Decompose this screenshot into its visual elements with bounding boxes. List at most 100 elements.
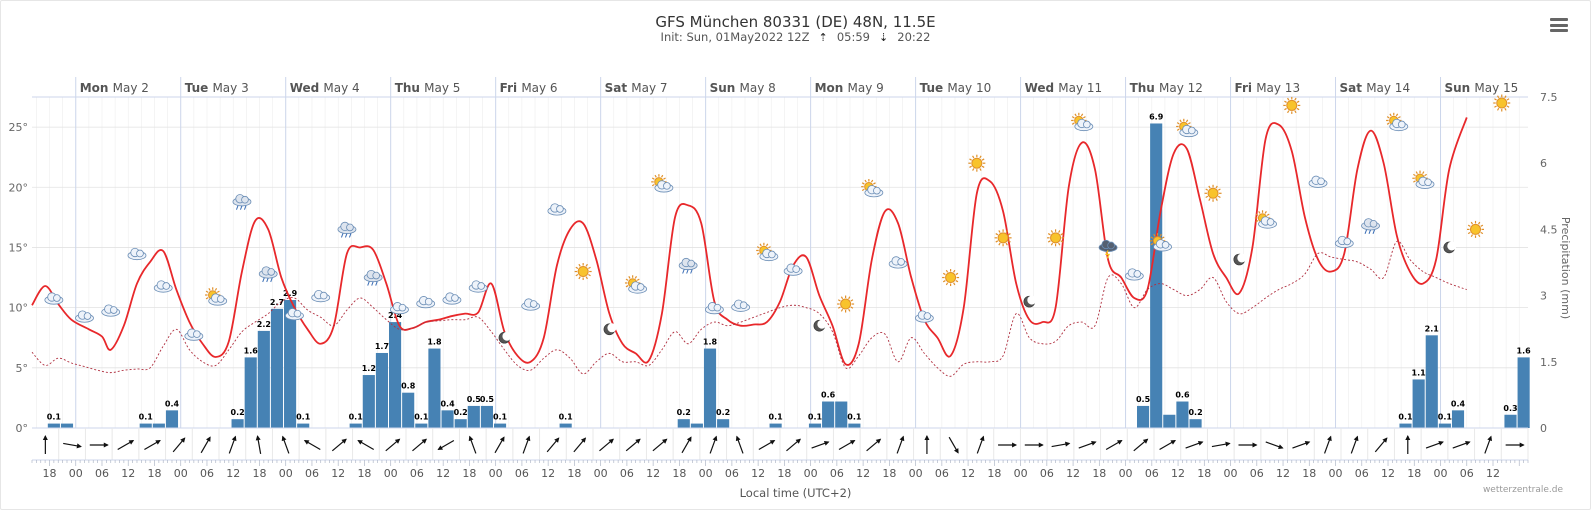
cloud-icon [547, 203, 567, 216]
precip-bar [375, 352, 389, 428]
x-tick-label: 00 [594, 467, 608, 480]
sun-ray [969, 158, 972, 161]
wind-head [1465, 440, 1471, 446]
precip-bar [493, 423, 507, 428]
x-tick-label: 12 [331, 467, 345, 480]
sun-ray [636, 278, 640, 281]
x-tick-label: 06 [725, 467, 739, 480]
wind-head [1091, 440, 1097, 446]
wind-arrow [681, 436, 692, 454]
precip-label: 1.7 [375, 342, 389, 351]
sun-ray [1058, 230, 1061, 233]
wind-head [1304, 440, 1311, 446]
sun-ray [981, 158, 985, 161]
y2-tick-label: 6 [1540, 157, 1547, 170]
precip-bar [690, 423, 703, 428]
sun-ray [634, 276, 638, 279]
moon-icon [1023, 295, 1037, 308]
wind-head [281, 435, 287, 442]
sun-ray [765, 243, 769, 247]
precip-bar [415, 423, 428, 428]
y2-tick-label: 3 [1540, 290, 1547, 303]
moon-icon [813, 319, 827, 332]
chart-subtitle: Init: Sun, 01May2022 12Z ⇡ 05:59 ⇣ 20:22 [0, 30, 1591, 44]
x-tick-label: 00 [69, 467, 83, 480]
x-tick-label: 06 [515, 467, 529, 480]
sun-ray [870, 179, 874, 183]
x-tick-label: 06 [1040, 467, 1054, 480]
x-tick-label: 12 [1486, 467, 1500, 480]
sun-ray [861, 182, 865, 185]
dewpoint-line [31, 240, 1467, 377]
sun-ray [1389, 113, 1392, 117]
wind-head [554, 437, 560, 443]
precip-label: 0.1 [349, 413, 364, 422]
rain-icon [232, 194, 252, 210]
precip-bar [1451, 410, 1465, 428]
sun-cloud-icon [861, 178, 884, 198]
rain-drop [262, 277, 265, 283]
x-axis-title: Local time (UTC+2) [739, 486, 852, 500]
x-tick-label: 06 [1355, 467, 1369, 480]
sun-ray [1284, 107, 1287, 111]
credits[interactable]: wetterzentrale.de [1482, 485, 1563, 495]
day-label: Sun May 8 [710, 81, 776, 95]
wind-arrow [924, 435, 930, 454]
cloud-shape [241, 195, 249, 204]
precip-label: 0.2 [677, 408, 691, 417]
sun-disc [997, 232, 1009, 244]
precip-bar [257, 330, 270, 428]
wind-head [421, 438, 428, 444]
sun-ray [1504, 95, 1507, 99]
sun-ray [1287, 110, 1290, 114]
precip-bar [349, 423, 362, 428]
menu-icon[interactable] [1550, 18, 1568, 32]
rain-drop [243, 205, 247, 210]
precip-bar [47, 423, 60, 428]
sun-ray [953, 282, 956, 286]
wind-arrow [709, 435, 718, 454]
rain-drop [266, 277, 269, 283]
sun-ray [1058, 242, 1061, 246]
sun-ray [1185, 119, 1189, 123]
x-tick-label: 06 [830, 467, 844, 480]
cloud-shape [424, 297, 433, 306]
wind-arrow [1211, 441, 1231, 448]
wind-arrow [494, 436, 505, 454]
sun-ray [1005, 242, 1008, 246]
precip-label: 0.5 [480, 395, 495, 404]
cloud-shape [739, 301, 748, 310]
sun-icon [1047, 229, 1065, 247]
cloud-icon [783, 263, 803, 276]
y-tick-label: 0° [16, 422, 29, 435]
sun-ray [1397, 116, 1401, 119]
sun-ray [955, 272, 959, 276]
x-tick-label: 00 [1329, 467, 1343, 480]
cloud-shape [293, 309, 302, 318]
sun-cloud-icon [205, 287, 228, 306]
wind-arrow [522, 435, 531, 454]
sun-icon [574, 263, 592, 281]
sun-disc [1496, 97, 1508, 109]
sun-ray [1005, 230, 1008, 233]
x-tick-label: 12 [436, 467, 450, 480]
sun-ray [1208, 185, 1211, 189]
sun-ray [1205, 188, 1209, 191]
x-tick-label: 18 [1092, 467, 1106, 480]
precip-label: 2.2 [257, 320, 271, 329]
moon-shadow [1447, 241, 1457, 251]
x-tick-label: 18 [777, 467, 791, 480]
wind-head [255, 435, 261, 441]
cloud-shape [216, 295, 225, 303]
sun-disc [840, 298, 852, 310]
wind-head [1064, 441, 1071, 447]
sun-ray [850, 299, 854, 302]
y-axis-left: 0° 5° 10° 15° 20° 25° [9, 121, 29, 435]
wind-head [1353, 435, 1359, 442]
precip-label: 1.6 [1517, 346, 1532, 355]
precip-label: 0.1 [847, 413, 862, 422]
wind-head [468, 435, 474, 442]
cloud-shape [713, 303, 722, 312]
wind-arrow [786, 438, 802, 452]
wind-head [525, 435, 531, 442]
